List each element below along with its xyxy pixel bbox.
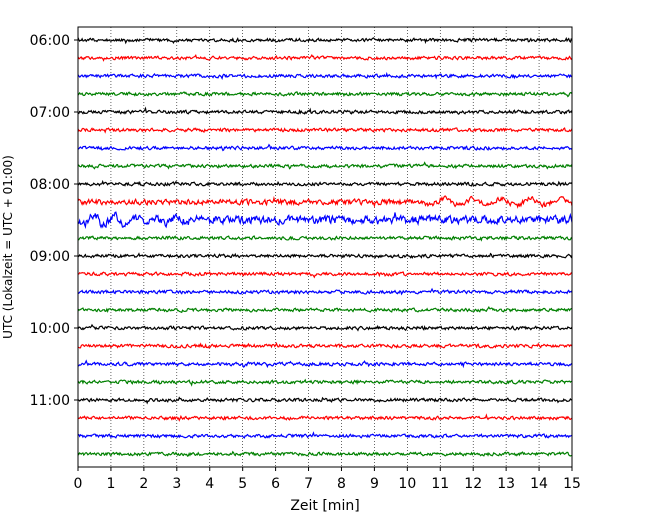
x-axis: 0 1 2 3 4 5 6 7 8 9 10 11 12 13 14 15 <box>74 467 581 492</box>
x-tick-label: 0 <box>74 476 83 492</box>
trace-line <box>77 270 573 279</box>
x-tick-label: 14 <box>530 476 548 492</box>
trace-line <box>77 252 573 260</box>
y-axis: 06:00 07:00 08:00 09:00 10:00 11:00 <box>30 33 78 409</box>
x-tick-label: 7 <box>304 476 313 492</box>
trace-line <box>77 106 573 115</box>
trace-line <box>77 71 573 80</box>
x-tick-label: 6 <box>271 476 280 492</box>
trace-line <box>77 450 573 457</box>
x-tick-label: 13 <box>497 476 515 492</box>
y-tick-label: 11:00 <box>30 393 70 409</box>
x-tick-label: 8 <box>337 476 346 492</box>
trace-line <box>77 305 573 314</box>
y-tick-label: 09:00 <box>30 249 70 265</box>
x-tick-label: 4 <box>205 476 214 492</box>
y-tick-label: 10:00 <box>30 321 70 337</box>
x-axis-label: Zeit [min] <box>290 498 359 514</box>
trace-line <box>77 396 573 405</box>
y-tick-label: 08:00 <box>30 177 70 193</box>
trace-line <box>77 91 573 98</box>
x-tick-label: 3 <box>172 476 181 492</box>
trace-group <box>77 36 573 457</box>
x-tick-label: 15 <box>563 476 581 492</box>
trace-line <box>77 161 573 170</box>
trace-line <box>77 341 573 349</box>
x-tick-label: 9 <box>370 476 379 492</box>
x-tick-label: 12 <box>464 476 482 492</box>
trace-line <box>77 53 573 62</box>
trace-line <box>77 323 573 332</box>
x-tick-label: 1 <box>106 476 115 492</box>
plot-frame <box>77 26 573 468</box>
x-tick-label: 5 <box>238 476 247 492</box>
trace-line <box>77 287 573 296</box>
trace-line <box>77 235 573 242</box>
x-tick-label: 10 <box>398 476 416 492</box>
trace-line <box>77 211 573 230</box>
trace-line <box>77 36 573 45</box>
y-axis-label: UTC (Lokalzeit = UTC + 01:00) <box>1 155 15 339</box>
x-tick-label: 11 <box>431 476 449 492</box>
trace-line <box>77 195 573 209</box>
trace-line <box>77 413 573 422</box>
trace-line <box>77 378 573 387</box>
trace-line <box>77 179 573 187</box>
trace-line <box>77 143 573 152</box>
y-tick-label: 07:00 <box>30 105 70 121</box>
y-tick-label: 06:00 <box>30 33 70 49</box>
trace-line <box>77 127 573 134</box>
x-tick-label: 2 <box>139 476 148 492</box>
grid-lines <box>110 27 540 467</box>
trace-line <box>77 359 573 369</box>
trace-line <box>77 431 573 439</box>
